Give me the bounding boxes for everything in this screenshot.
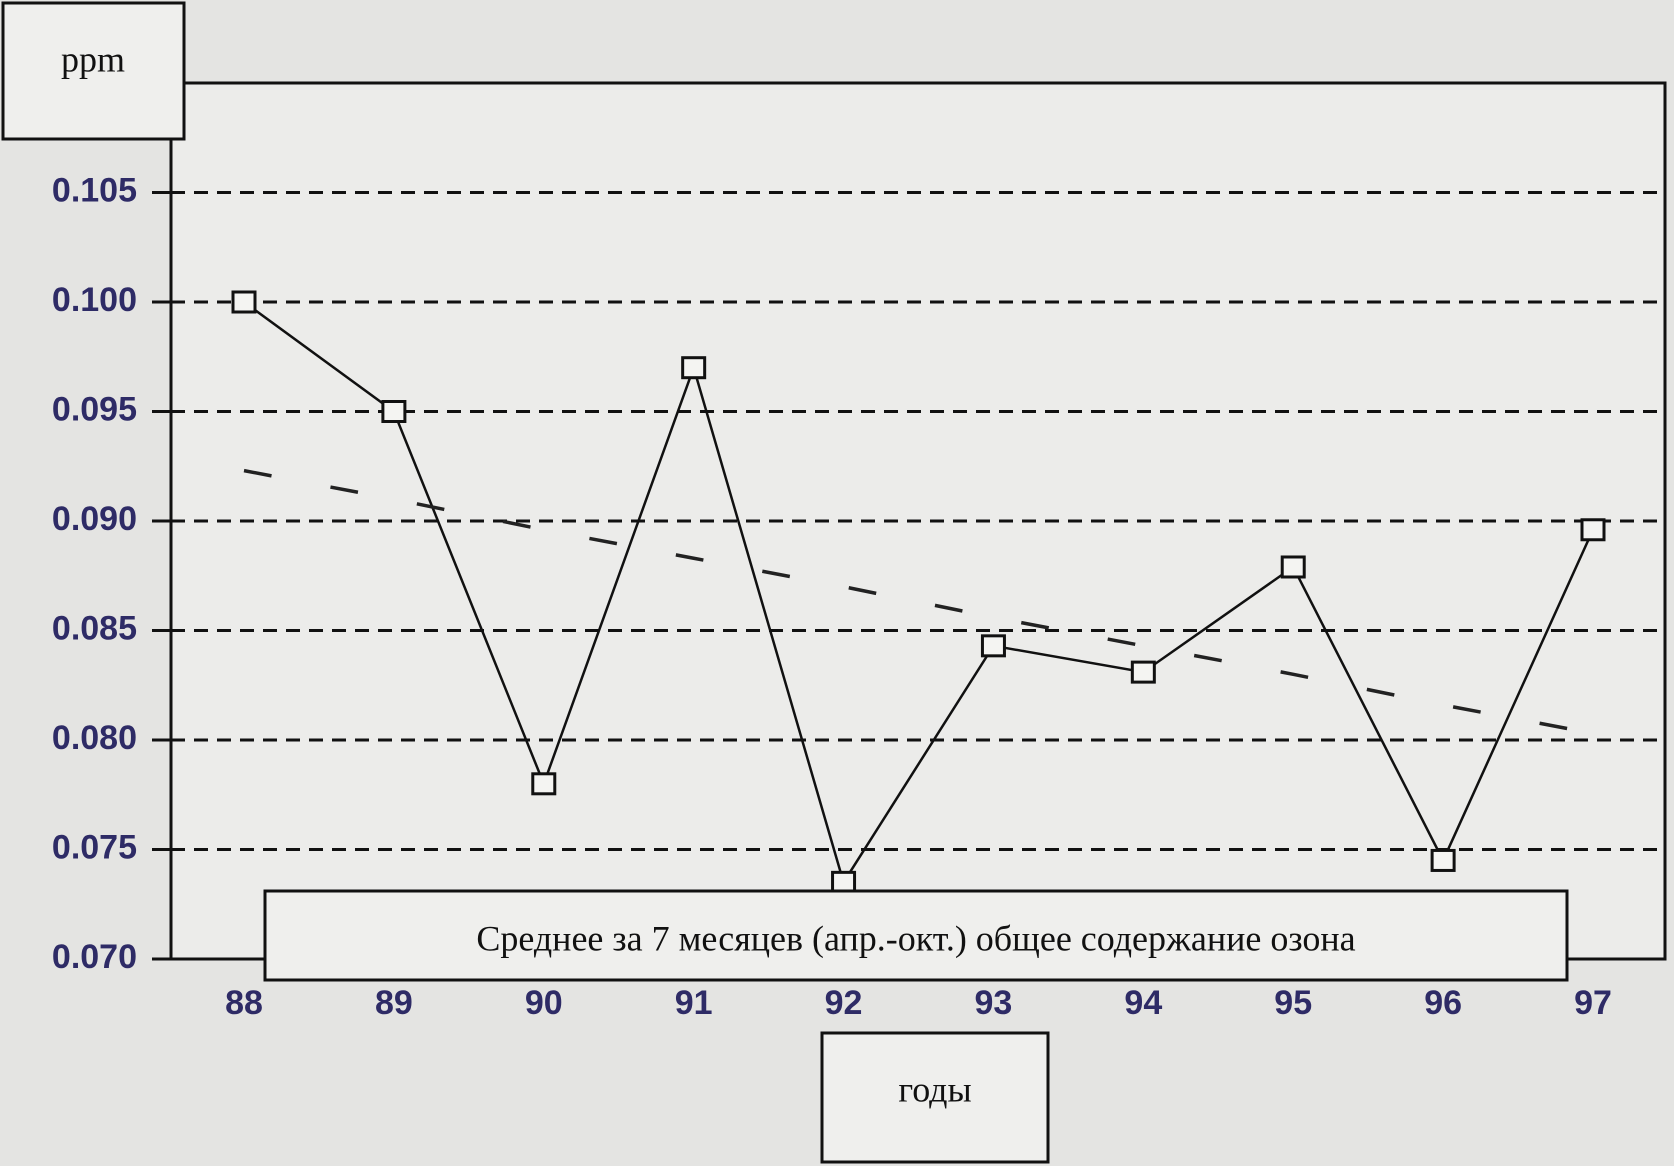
marker xyxy=(531,772,557,796)
grid xyxy=(152,191,1665,961)
marker xyxy=(381,400,407,423)
annotation: Среднее за 7 месяцев (апр.-окт.) общее с… xyxy=(476,918,1355,958)
marker xyxy=(980,634,1006,658)
y-axis-label: ppm xyxy=(61,39,125,79)
x-label-box xyxy=(820,1031,1050,1164)
y-label-box xyxy=(1,1,186,141)
x-tick-label: 91 xyxy=(675,984,713,1022)
y-tick-label: 0.100 xyxy=(52,281,137,319)
annotation-box xyxy=(263,889,1569,982)
x-tick-label: 93 xyxy=(975,984,1013,1022)
marker xyxy=(1580,518,1606,542)
x-tick-label: 97 xyxy=(1574,984,1612,1022)
y-tick-label: 0.080 xyxy=(52,719,137,757)
marker xyxy=(1430,848,1456,872)
x-tick-label: 92 xyxy=(825,984,863,1022)
marker xyxy=(681,356,707,380)
x-tick-label: 89 xyxy=(375,984,413,1022)
y-tick-label: 0.070 xyxy=(52,938,137,976)
marks xyxy=(231,290,1606,894)
y-tick-label: 0.095 xyxy=(52,390,137,428)
y-tick-label: 0.105 xyxy=(52,171,137,209)
trend-line xyxy=(243,468,1594,736)
marker xyxy=(1130,660,1156,684)
x-axis-label: годы xyxy=(898,1069,971,1109)
x-tick-label: 88 xyxy=(225,984,263,1022)
marker xyxy=(831,870,857,894)
y-tick-label: 0.090 xyxy=(52,500,137,538)
data-line xyxy=(243,300,1595,886)
x-tick-label: 95 xyxy=(1274,984,1312,1022)
y-tick-label: 0.085 xyxy=(52,609,137,647)
x-tick-label: 94 xyxy=(1124,984,1162,1022)
x-tick-label: 96 xyxy=(1424,984,1462,1022)
x-tick-label: 90 xyxy=(525,984,563,1022)
y-tick-label: 0.075 xyxy=(52,828,137,866)
marker xyxy=(231,290,257,314)
marker xyxy=(1280,555,1306,579)
